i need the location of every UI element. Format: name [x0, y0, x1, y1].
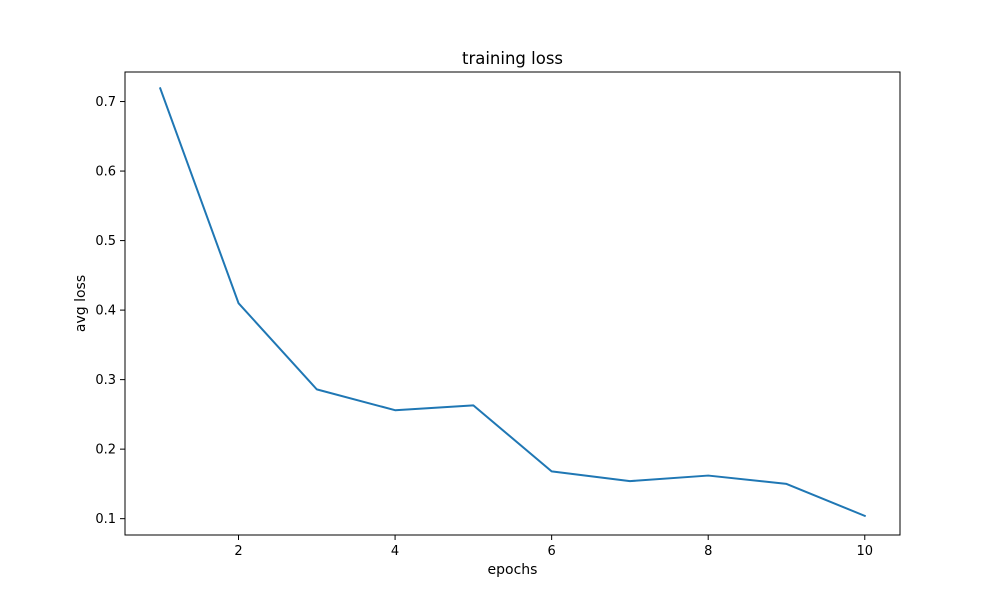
y-tick-label: 0.5: [95, 234, 116, 249]
y-tick-label: 0.2: [95, 443, 116, 458]
y-tick-label: 0.6: [95, 165, 116, 180]
plot-area: [125, 72, 900, 535]
y-axis-title: avg loss: [73, 275, 89, 332]
x-axis-title: epochs: [488, 562, 538, 578]
x-tick-label: 6: [548, 544, 556, 559]
x-tick-label: 4: [391, 544, 399, 559]
series-line: [158, 87, 867, 518]
chart-title: training loss: [462, 49, 563, 68]
x-tick-label: 10: [856, 544, 873, 559]
y-tick-label: 0.3: [95, 373, 116, 388]
plot-frame: [124, 71, 901, 536]
y-tick-label: 0.7: [95, 95, 116, 110]
x-tick-label: 8: [704, 544, 712, 559]
x-axis-ticks: 2 4 6 8 10: [234, 535, 873, 559]
x-tick-label: 2: [234, 544, 242, 559]
y-axis-ticks: 0.1 0.2 0.3 0.4 0.5 0.6 0.7: [95, 95, 125, 527]
series-layer: [158, 87, 867, 518]
y-tick-label: 0.1: [95, 512, 116, 527]
y-tick-label: 0.4: [95, 304, 116, 319]
